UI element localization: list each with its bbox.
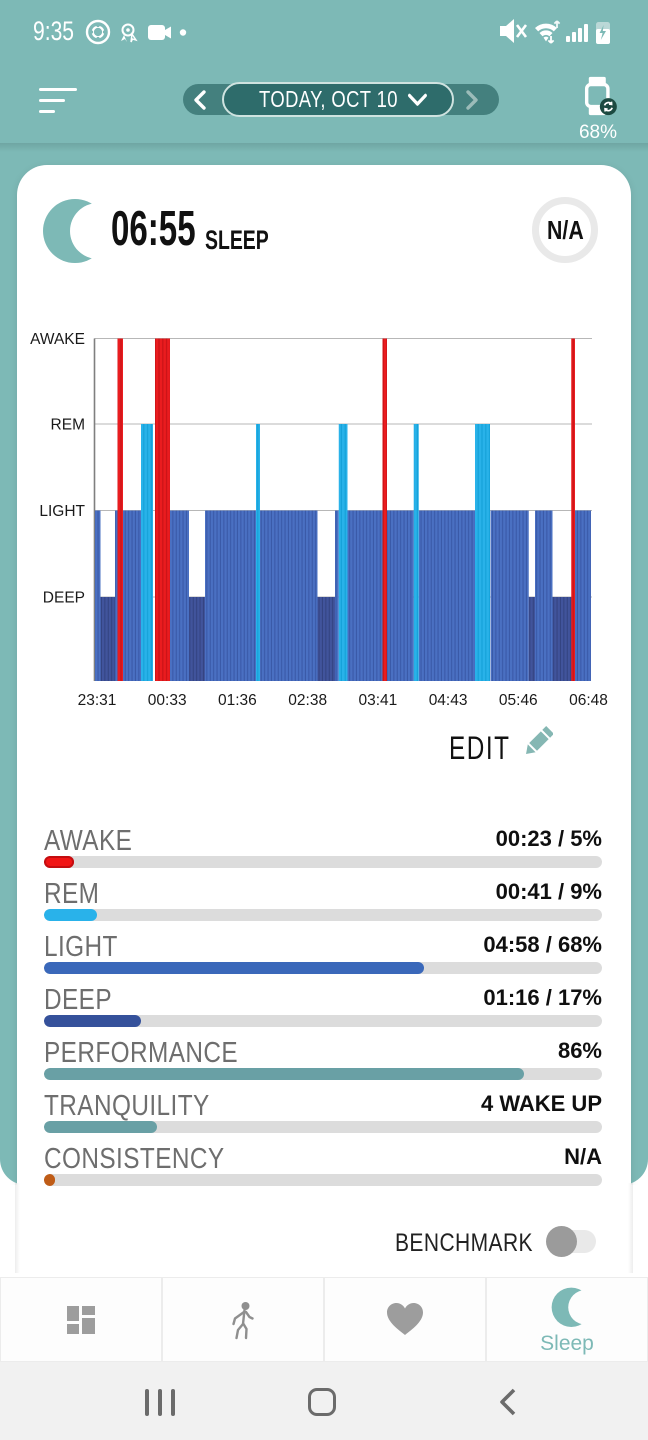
- svg-text:05:46: 05:46: [499, 692, 538, 709]
- svg-text:AWAKE: AWAKE: [30, 331, 85, 348]
- svg-text:02:38: 02:38: [288, 692, 327, 709]
- svg-text:23:31: 23:31: [78, 692, 117, 709]
- svg-text:06:48: 06:48: [569, 692, 608, 709]
- svg-text:REM: REM: [51, 417, 85, 434]
- svg-text:00:33: 00:33: [148, 692, 187, 709]
- svg-text:01:36: 01:36: [218, 692, 257, 709]
- svg-text:03:41: 03:41: [359, 692, 398, 709]
- svg-text:LIGHT: LIGHT: [39, 503, 85, 520]
- svg-text:DEEP: DEEP: [43, 590, 85, 607]
- svg-text:04:43: 04:43: [429, 692, 468, 709]
